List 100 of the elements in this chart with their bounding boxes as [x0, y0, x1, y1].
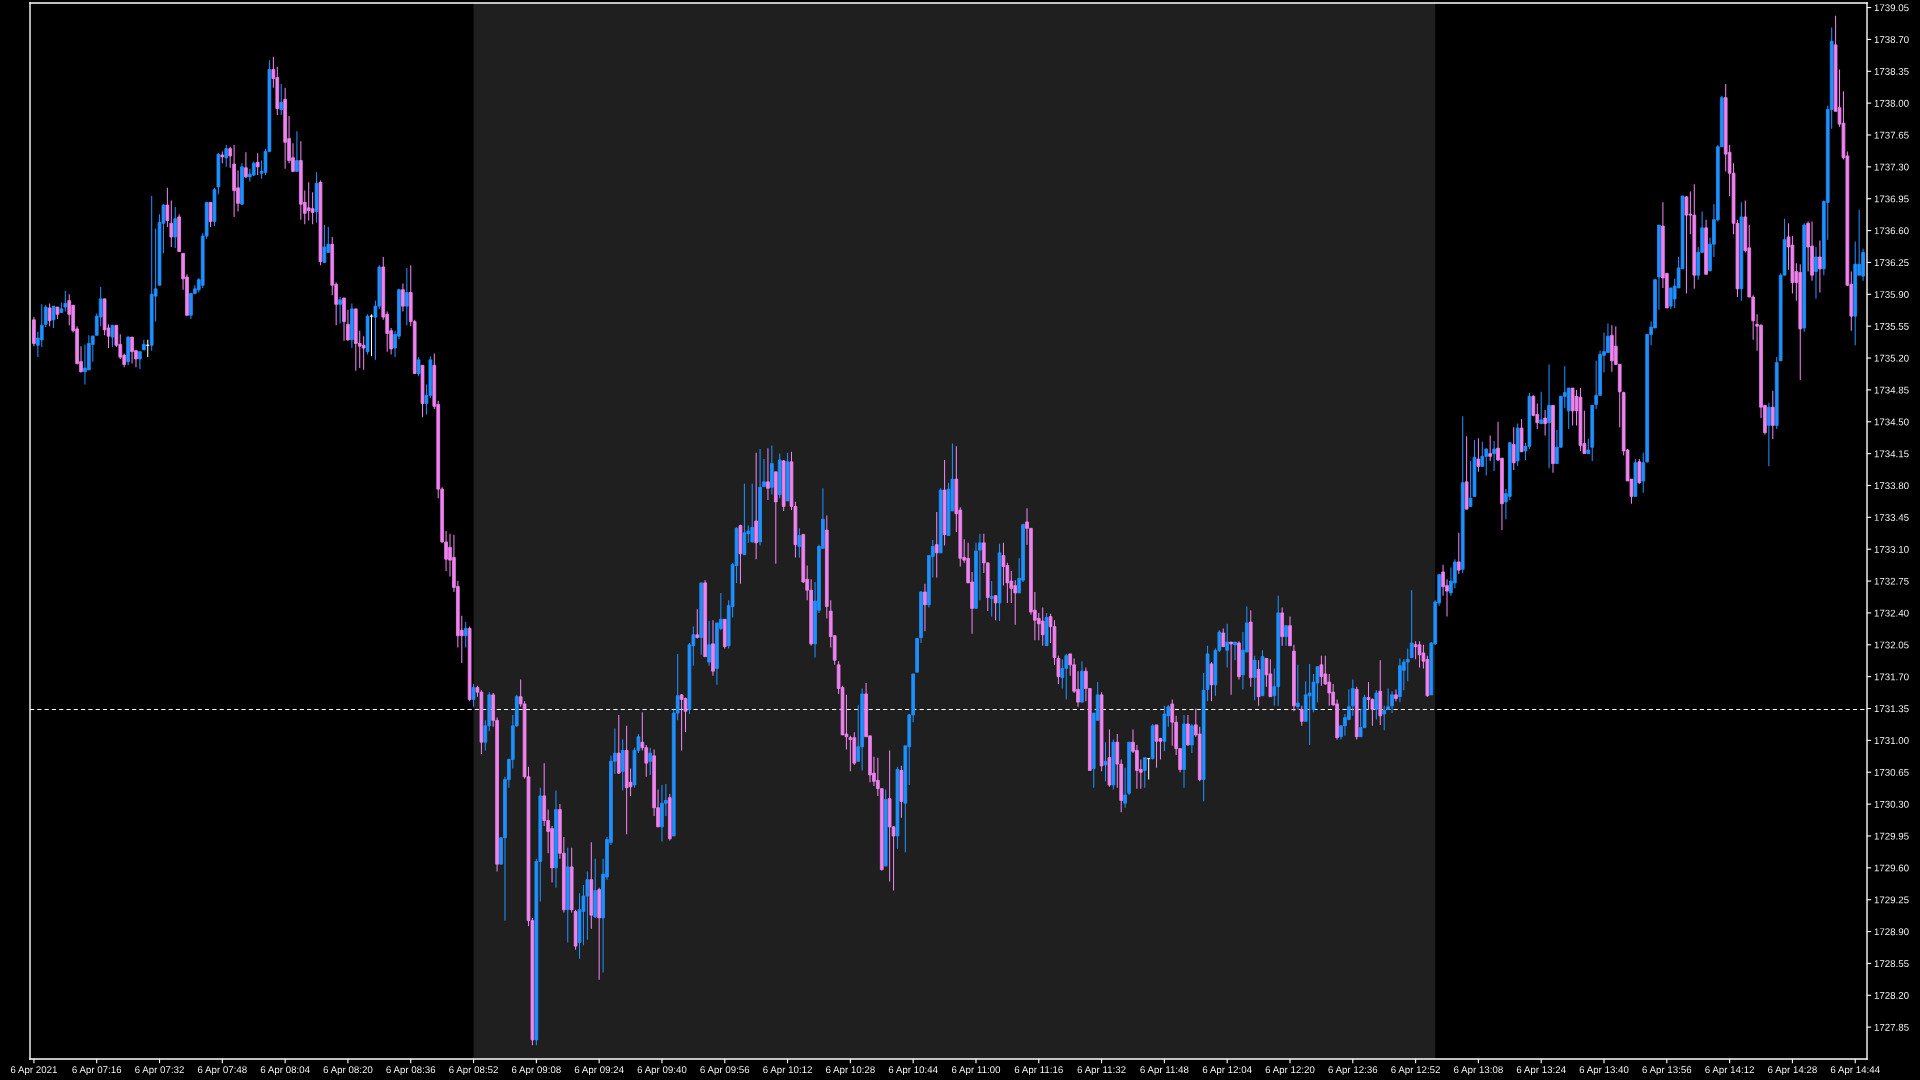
y-tick-label: 1728.20: [1874, 992, 1909, 999]
x-tick-label: 6 Apr 13:40: [1579, 1066, 1629, 1076]
y-tick-label: 1738.00: [1874, 99, 1909, 107]
y-tick-label: 1729.60: [1874, 864, 1909, 872]
candlestick: [1186, 714, 1190, 747]
candlestick: [754, 452, 758, 560]
candlestick: [306, 181, 311, 222]
y-tick-label: 1730.30: [1874, 800, 1909, 808]
candlestick: [648, 747, 653, 776]
candlestick: [1366, 681, 1371, 710]
y-tick-label: 1733.80: [1874, 482, 1909, 490]
candlestick: [1468, 460, 1473, 507]
candlestick: [1519, 418, 1524, 453]
x-tick-label: 6 Apr 09:08: [511, 1066, 561, 1076]
candlestick: [707, 620, 711, 667]
candlestick: [130, 336, 134, 365]
y-tick-label: 1728.55: [1874, 960, 1909, 968]
candlestick: [1767, 402, 1771, 467]
candlestick: [1409, 589, 1414, 659]
candlestick: [1390, 690, 1394, 714]
candlestick: [1142, 757, 1147, 789]
candlestick: [750, 483, 755, 544]
candlestick: [1417, 640, 1422, 669]
candlestick: [244, 151, 248, 179]
candlestick: [1374, 689, 1379, 720]
candlestick: [1060, 658, 1065, 690]
candlestick: [1225, 623, 1230, 669]
y-tick-label: 1732.05: [1874, 641, 1909, 649]
x-tick-label: 6 Apr 10:44: [888, 1066, 938, 1076]
y-tick-label: 1737.65: [1874, 131, 1909, 139]
y-tick-label: 1735.55: [1874, 322, 1909, 330]
x-tick-label: 6 Apr 09:40: [637, 1066, 687, 1076]
y-tick-label: 1736.95: [1874, 195, 1909, 203]
y-tick-label: 1735.90: [1874, 291, 1909, 298]
y-tick-label: 1736.25: [1874, 259, 1909, 267]
x-tick-label: 6 Apr 11:00: [951, 1066, 1001, 1076]
candlestick: [138, 351, 142, 370]
x-tick-label: 6 Apr 14:28: [1768, 1066, 1817, 1076]
candlestick: [1296, 664, 1300, 710]
candlestick: [660, 784, 664, 842]
x-tick-label: 6 Apr 10:12: [763, 1066, 812, 1076]
candlestick: [1770, 390, 1775, 440]
x-tick-label: 6 Apr 09:56: [700, 1066, 750, 1076]
candlestick: [1327, 673, 1332, 707]
candlestick: [1570, 387, 1575, 426]
x-tick-label: 6 Apr 12:20: [1265, 1066, 1315, 1076]
candlestick: [1284, 625, 1288, 647]
candlestick: [923, 583, 927, 632]
candlestick: [224, 144, 229, 168]
x-tick-label: 6 Apr 12:04: [1202, 1066, 1252, 1076]
candlestick: [797, 527, 802, 558]
x-tick-label: 6 Apr 08:20: [323, 1066, 373, 1076]
y-tick-label: 1735.20: [1874, 354, 1909, 362]
x-tick-label: 6 Apr 09:24: [574, 1066, 624, 1076]
x-tick-label: 6 Apr 14:12: [1705, 1066, 1754, 1076]
candlestick: [1566, 387, 1571, 430]
y-tick-label: 1732.40: [1874, 609, 1909, 617]
candlestick: [1319, 655, 1324, 687]
candlestick: [401, 282, 405, 313]
candlestick: [1480, 441, 1485, 467]
candlestick: [1488, 434, 1493, 462]
y-tick-label: 1733.45: [1874, 514, 1909, 521]
y-tick-label: 1731.35: [1874, 705, 1909, 713]
x-tick-label: 6 Apr 13:24: [1516, 1066, 1566, 1076]
x-tick-label: 6 Apr 08:52: [449, 1066, 498, 1076]
x-tick-label: 6 Apr 13:08: [1454, 1066, 1503, 1076]
candlestick: [1268, 658, 1273, 698]
candlestick: [1456, 532, 1461, 575]
candlestick: [404, 267, 409, 326]
candlestick: [1190, 723, 1194, 754]
candlestick: [1350, 678, 1355, 717]
y-tick-label: 1731.00: [1874, 737, 1909, 744]
candlestick: [1221, 627, 1226, 648]
candlestick: [295, 130, 299, 172]
candlestick: [1170, 698, 1175, 747]
y-tick-label: 1736.60: [1874, 227, 1909, 235]
candlestick: [416, 356, 421, 377]
candlestick: [279, 83, 284, 116]
candlestick: [1818, 240, 1822, 294]
x-tick-label: 6 Apr 11:16: [1014, 1066, 1063, 1076]
y-tick-label: 1729.95: [1874, 832, 1909, 840]
candlestick: [83, 343, 87, 385]
y-tick-label: 1730.65: [1874, 768, 1909, 776]
candlestick: [695, 608, 700, 639]
x-tick-label: 6 Apr 07:48: [197, 1066, 247, 1076]
candlestick: [1103, 741, 1108, 782]
x-tick-label: 6 Apr 10:28: [826, 1066, 875, 1076]
x-tick-label: 6 Apr 12:36: [1328, 1066, 1378, 1076]
candlestick: [1492, 440, 1496, 472]
candlestick: [989, 580, 994, 618]
candlestick: [1394, 688, 1398, 702]
candlestick: [1539, 391, 1544, 425]
candlestick: [1233, 641, 1237, 661]
candlestick: [189, 292, 193, 320]
y-tick-label: 1737.30: [1874, 163, 1909, 171]
y-tick-label: 1738.70: [1874, 36, 1909, 44]
x-tick-label: 6 Apr 12:52: [1391, 1066, 1440, 1076]
x-tick-label: 6 Apr 07:16: [72, 1066, 122, 1076]
candlestick: [63, 290, 68, 313]
candlestick: [679, 693, 684, 751]
